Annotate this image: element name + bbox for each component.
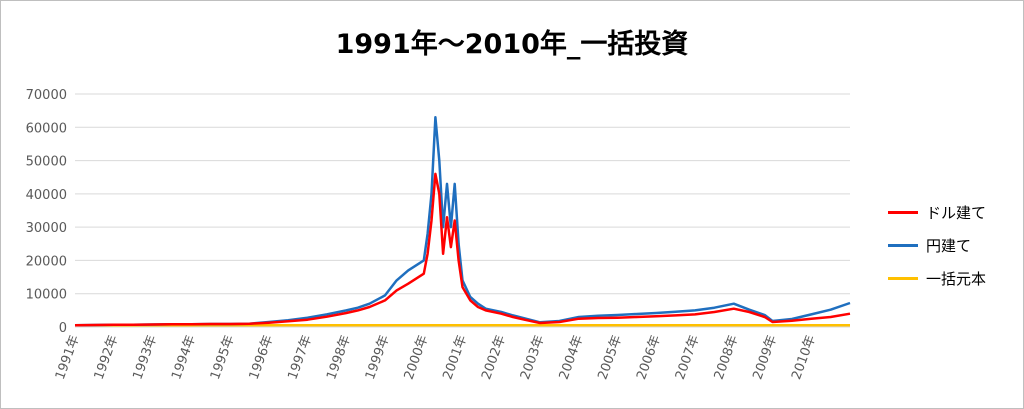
x-tick-label: 1999年 xyxy=(363,333,393,381)
legend-label: 一括元本 xyxy=(926,270,987,288)
legend-item-principal: 一括元本 xyxy=(888,262,986,295)
x-tick-label: 2009年 xyxy=(750,333,780,381)
chart-title: 1991年～2010年_一括投資 xyxy=(335,29,689,60)
x-tick-label: 1996年 xyxy=(247,333,277,381)
x-tick-label: 2010年 xyxy=(789,333,819,381)
legend-swatch-red xyxy=(888,211,918,214)
x-tick-label: 2006年 xyxy=(634,333,664,381)
x-tick-label: 1997年 xyxy=(285,333,315,381)
x-tick-label: 2002年 xyxy=(479,333,509,381)
x-tick-label: 2008年 xyxy=(712,333,742,381)
y-tick-label: 20000 xyxy=(26,254,67,269)
x-tick-label: 1998年 xyxy=(324,333,354,381)
x-tick-label: 2000年 xyxy=(402,333,432,381)
grid-lines xyxy=(75,93,850,328)
legend: ドル建て 円建て 一括元本 xyxy=(888,196,986,295)
legend-swatch-yellow xyxy=(888,277,918,280)
x-tick-label: 2004年 xyxy=(557,333,587,381)
y-tick-label: 70000 xyxy=(26,88,67,103)
x-tick-label: 2003年 xyxy=(518,333,548,381)
x-tick-label: 1994年 xyxy=(169,333,199,381)
x-tick-label: 2001年 xyxy=(440,333,470,381)
y-tick-label: 60000 xyxy=(26,121,67,136)
y-tick-label: 30000 xyxy=(26,221,67,236)
x-tick-label: 1992年 xyxy=(92,333,122,381)
legend-item-dollar: ドル建て xyxy=(888,196,986,229)
x-tick-label: 1993年 xyxy=(130,333,160,381)
x-tick-label: 1991年 xyxy=(53,333,83,381)
series-lines xyxy=(74,116,851,327)
y-tick-label: 40000 xyxy=(26,188,67,203)
legend-item-yen: 円建て xyxy=(888,229,986,262)
y-tick-label: 50000 xyxy=(26,155,67,170)
legend-label: ドル建て xyxy=(926,204,987,222)
x-tick-label: 1995年 xyxy=(208,333,238,381)
series-line-0 xyxy=(74,172,851,327)
x-tick-label: 2007年 xyxy=(673,333,703,381)
legend-swatch-blue xyxy=(888,244,918,247)
legend-label: 円建て xyxy=(926,237,972,255)
x-tick-label: 2005年 xyxy=(595,333,625,381)
y-tick-label: 0 xyxy=(59,321,67,336)
x-axis-ticks: 1991年 1992年 1993年 1994年 1995年 1996年 1997年 1998年… xyxy=(53,333,819,381)
y-axis-ticks: 0 10000 20000 30000 40000 50000 60000 70000 xyxy=(26,88,67,336)
y-tick-label: 10000 xyxy=(26,288,67,303)
